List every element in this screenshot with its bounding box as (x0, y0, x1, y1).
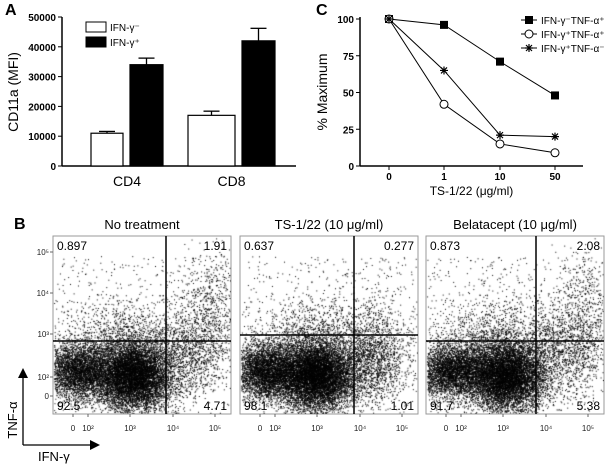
bar-chart-cd11a: 0 10000 20000 30000 40000 50000 CD11a (MFI) CD4… (5, 13, 296, 189)
bar-cd8-0 (187, 114, 236, 167)
data-point-2-1 (440, 66, 448, 75)
plot-title: Belatacept (10 μg/ml) (453, 217, 577, 232)
legend-marker (525, 44, 533, 52)
x-axis-label: IFN-γ (38, 449, 70, 464)
y-tick-label: 75 (343, 52, 355, 63)
y-tick-label: 0 (348, 162, 354, 173)
data-point-2-2 (496, 131, 504, 140)
legend-label: IFN-γ⁺TNF-α⁻ (541, 44, 605, 55)
legend-swatch (85, 21, 107, 33)
x-tick-label: 10⁴ (540, 424, 553, 433)
x-tick-label: 10³ (311, 424, 323, 433)
panel-label-a: A (5, 2, 17, 19)
bar-cd4-0 (90, 132, 124, 167)
x-axis-label: TS-1/22 (μg/ml) (430, 184, 514, 198)
x-tick-label: 10² (455, 424, 467, 433)
legend-label: IFN-γ⁻TNF-α⁺ (541, 16, 605, 27)
y-tick-label: 25 (343, 125, 355, 136)
y-axis-label: TNF-α (5, 401, 20, 439)
line-chart-percent-maximum: 0 25 50 75 100 0 1 10 50 TS-1/22 (μg/ml) % Maximum… (314, 14, 605, 198)
y-tick-label: 10³ (37, 330, 49, 339)
x-tick-label: 0 (386, 172, 392, 183)
plot-title: TS-1/22 (10 μg/ml) (275, 217, 384, 232)
category-label: CD8 (217, 173, 245, 189)
data-point-1-3 (550, 148, 560, 158)
x-tick-label: 50 (549, 172, 561, 183)
x-tick-label: 10³ (124, 424, 136, 433)
scatter-density-canvas (53, 236, 231, 414)
x-tick-label: 0 (444, 424, 449, 433)
legend-label: IFN-γ⁺ (110, 38, 140, 49)
x-tick-label: 10⁵ (396, 424, 408, 433)
x-tick-label: 10⁴ (167, 424, 180, 433)
y-tick-label: 10² (37, 373, 49, 382)
data-point-1-1 (439, 99, 449, 109)
y-tick-label: 100 (337, 15, 354, 26)
data-point-1-2 (495, 139, 505, 149)
x-arrow-head (90, 440, 100, 450)
y-tick-label: 10⁴ (37, 289, 50, 298)
legend-label: IFN-γ⁻ (110, 23, 140, 34)
data-point-0-1 (440, 20, 448, 29)
scatter-density-canvas (426, 236, 604, 414)
legend-marker (524, 29, 534, 39)
x-tick-label: 10 (494, 172, 506, 183)
series-line-0 (388, 18, 556, 96)
x-tick-label: 10⁴ (354, 424, 367, 433)
x-tick-label: 10⁵ (582, 424, 594, 433)
panel-label-b: B (14, 216, 26, 233)
y-tick-label: 10⁵ (37, 248, 49, 257)
data-point-2-0 (385, 15, 393, 23)
series-line-2 (388, 18, 556, 138)
data-point-2-3 (551, 132, 559, 141)
panel-label-c: C (316, 2, 328, 19)
x-tick-label: 0 (258, 424, 263, 433)
x-tick-label: 10² (269, 424, 281, 433)
legend-label: IFN-γ⁺TNF-α⁺ (541, 30, 605, 41)
plot-title: No treatment (104, 217, 180, 232)
data-point-0-2 (496, 57, 504, 66)
y-tick-label: 20000 (28, 102, 56, 113)
y-tick-label: 40000 (28, 43, 56, 54)
y-tick-label: 10000 (28, 132, 56, 143)
x-tick-label: 1 (441, 172, 447, 183)
y-arrow-head (18, 368, 28, 378)
x-tick-label: 0 (71, 424, 76, 433)
x-tick-label: 10⁵ (209, 424, 221, 433)
bar-cd8-1 (241, 40, 276, 167)
category-label: CD4 (113, 173, 141, 189)
legend-marker (525, 16, 533, 24)
y-axis-label: CD11a (MFI) (5, 52, 21, 132)
series-line-1 (388, 18, 556, 154)
x-tick-label: 10² (82, 424, 94, 433)
scatter-density-canvas (240, 236, 418, 414)
data-point-0-3 (551, 91, 559, 100)
y-axis-label: % Maximum (314, 53, 330, 130)
y-tick-label: 0 (45, 392, 50, 401)
y-tick-label: 0 (50, 162, 56, 173)
y-tick-label: 30000 (28, 73, 56, 84)
legend-swatch (85, 36, 107, 48)
y-tick-label: 50000 (28, 13, 56, 24)
bar-cd4-1 (129, 64, 164, 167)
x-tick-label: 10³ (497, 424, 509, 433)
y-tick-label: 50 (343, 89, 355, 100)
